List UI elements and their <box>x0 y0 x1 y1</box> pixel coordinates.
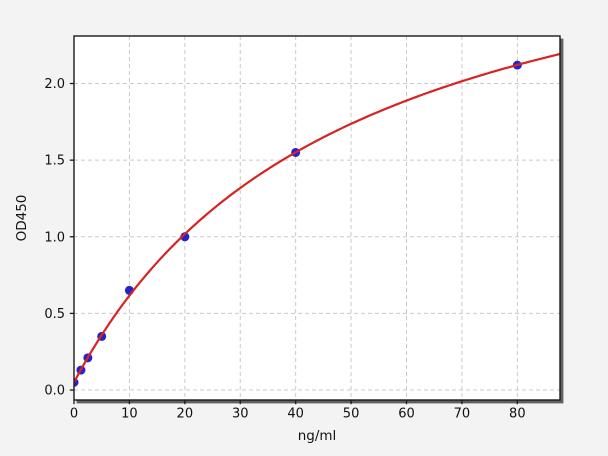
x-tick-label: 10 <box>121 407 138 422</box>
x-tick-label: 0 <box>70 407 78 422</box>
plot-border <box>73 35 561 401</box>
plot-area <box>74 36 560 400</box>
fit-curve <box>74 52 560 384</box>
x-tick-label: 60 <box>398 407 415 422</box>
plot-generated-layer: 0 10 20 30 40 50 60 70 80 0.0 0.5 1.0 1.5 2.0 <box>44 35 564 422</box>
y-tick-label: 0.5 <box>44 307 65 322</box>
x-tick-label: 40 <box>287 407 304 422</box>
x-tick-label: 70 <box>454 407 471 422</box>
y-axis-label: OD450 <box>14 195 30 242</box>
x-tick-label: 80 <box>509 407 526 422</box>
data-point <box>180 232 190 242</box>
y-tick-label: 1.0 <box>44 230 65 245</box>
y-tick-label: 1.5 <box>44 154 65 169</box>
x-tick-label: 20 <box>177 407 194 422</box>
x-tick-label: 50 <box>343 407 360 422</box>
y-tick-label: 0.0 <box>44 384 65 399</box>
x-tick-label: 30 <box>232 407 249 422</box>
y-tick-label: 2.0 <box>44 77 65 92</box>
x-axis-label: ng/ml <box>298 428 337 444</box>
